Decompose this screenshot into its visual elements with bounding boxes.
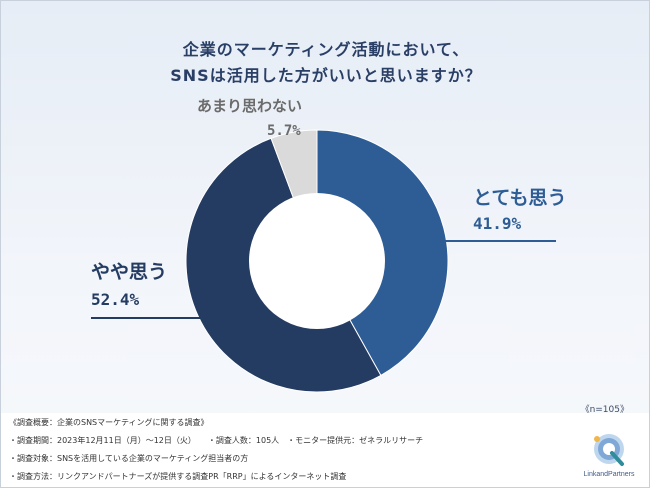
notes-method: ・調査方法：リンクアンドパートナーズが提供する調査PR「RRP」によるインターネ… (9, 472, 347, 481)
donut-hole (249, 193, 385, 329)
slice-value-amari: 5.7% (267, 123, 301, 139)
slice-label-totemo: とても思う (473, 187, 566, 209)
notes-heading: 《調査概要：企業のSNSマーケティングに関する調査》 (9, 418, 209, 427)
title-line-1: 企業のマーケティング活動において、 (182, 40, 470, 59)
sample-size-label: 《n=105》 (580, 405, 629, 415)
slice-label-yaya: やや思う (91, 261, 167, 283)
slice-value-totemo: 41.9% (473, 214, 522, 233)
company-logo: LinkandPartners (579, 431, 639, 481)
logo-text: LinkandPartners (583, 471, 635, 478)
title-line-2: SNSは活用した方がいいと思いますか？ (170, 66, 482, 85)
slice-label-amari: あまり思わない (197, 97, 302, 115)
chart-title: 企業のマーケティング活動において、 SNSは活用した方がいいと思いますか？ (1, 37, 650, 89)
logo-mark-icon (594, 434, 624, 466)
slice-value-yaya: 52.4% (91, 290, 140, 309)
donut-chart: とても思う 41.9% やや思う 52.4% あまり思わない 5.7% (91, 97, 566, 393)
survey-notes: 《調査概要：企業のSNSマーケティングに関する調査》 ・調査期間：2023年12… (1, 413, 649, 487)
notes-target: ・調査対象：SNSを活用している企業のマーケティング担当者の方 (9, 454, 249, 463)
notes-period: ・調査期間：2023年12月11日（月）〜12日（火） ・調査人数：105人 ・… (9, 436, 424, 445)
